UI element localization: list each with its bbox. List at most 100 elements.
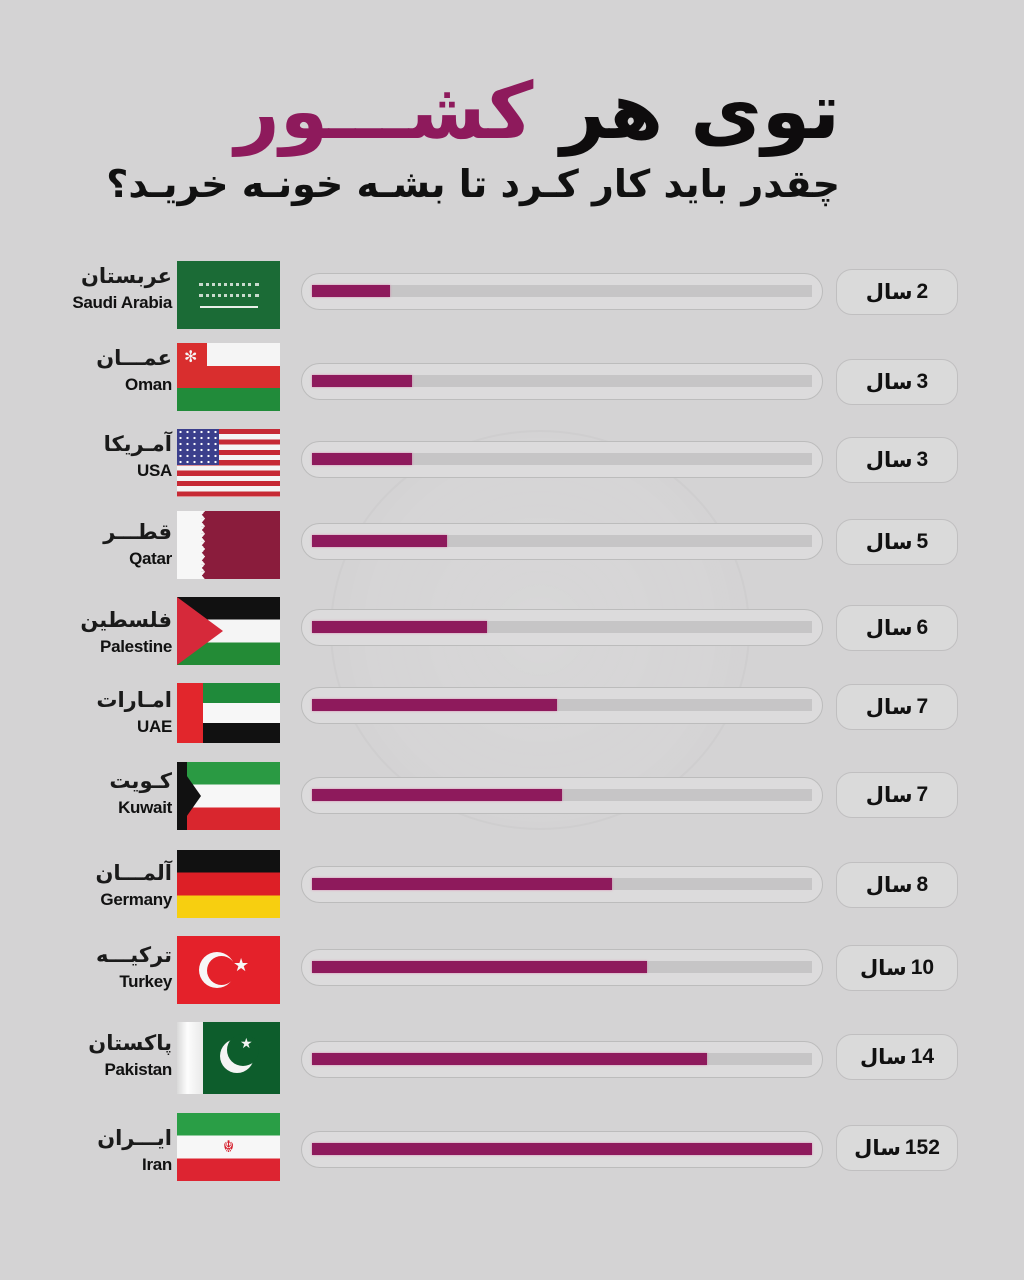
country-names: پاکستان Pakistan: [40, 1028, 172, 1082]
value-number: 3: [916, 370, 929, 393]
country-names: ترکیـــه Turkey: [40, 940, 172, 994]
value-unit: سال: [865, 695, 913, 719]
country-name-fa: امـارات: [96, 688, 172, 712]
chart-row-kuwait: کـویت Kuwait 7 سال: [0, 762, 1024, 832]
chart-row-qatar: قطـــر Qatar 5 سال: [0, 511, 1024, 581]
value-badge: 10 سال: [836, 945, 958, 991]
country-name-fa: ترکیـــه: [95, 943, 172, 967]
country-name-fa: پاکستان: [88, 1031, 172, 1055]
value-badge: 3 سال: [836, 359, 958, 405]
country-name-fa: قطـــر: [103, 520, 172, 544]
country-name-en: Iran: [142, 1155, 172, 1174]
chart-row-saudi-arabia: عربستان Saudi Arabia 2 سال: [0, 261, 1024, 331]
bar-fill: [312, 535, 447, 547]
value-badge: 3 سال: [836, 437, 958, 483]
country-names: ایـــران Iran: [40, 1123, 172, 1177]
palestine-flag-icon: [177, 597, 280, 665]
value-unit: سال: [865, 370, 913, 394]
chart-row-oman: عمـــان Oman ✻ 3 سال: [0, 343, 1024, 413]
value-unit: سال: [859, 1045, 907, 1069]
title-black-part: توی هر: [533, 67, 841, 157]
country-names: آلمـــان Germany: [40, 858, 172, 912]
country-name-en: Germany: [100, 890, 172, 909]
country-name-en: Palestine: [100, 637, 172, 656]
bar-track: [301, 949, 823, 986]
iran-flag-icon: ☬: [177, 1113, 280, 1181]
chart-row-pakistan: پاکستان Pakistan ★ 14 سال: [0, 1022, 1024, 1094]
uae-flag-icon: [177, 683, 280, 743]
country-name-en: Qatar: [129, 549, 172, 568]
country-name-fa: آمـریکا: [103, 432, 172, 456]
bar-track: [301, 609, 823, 646]
bar-fill: [312, 961, 647, 973]
qatar-flag-icon: [177, 511, 280, 579]
bar-track: [301, 687, 823, 724]
country-name-en: USA: [137, 461, 172, 480]
value-number: 5: [916, 530, 929, 553]
header: توی هر کشـــور چقدر باید کار کـرد تا بشـ…: [106, 62, 841, 210]
country-names: فلسطین Palestine: [40, 605, 172, 659]
country-names: آمـریکا USA: [40, 429, 173, 483]
country-name-fa: فلسطین: [80, 608, 172, 632]
usa-flag-icon: [177, 429, 280, 497]
value-unit: سال: [865, 530, 913, 554]
value-badge: 152 سال: [836, 1125, 958, 1171]
bar-fill: [312, 453, 412, 465]
chart-row-uae: امـارات UAE 7 سال: [0, 683, 1024, 753]
saudi-arabia-flag-icon: [177, 261, 280, 329]
value-unit: سال: [859, 956, 907, 980]
chart-row-iran: ایـــران Iran ☬ 152 سال: [0, 1113, 1024, 1183]
country-names: عمـــان Oman: [40, 343, 172, 397]
country-name-fa: آلمـــان: [95, 861, 172, 885]
bar-track: [301, 363, 823, 400]
country-names: قطـــر Qatar: [40, 517, 172, 571]
value-unit: سال: [865, 280, 913, 304]
value-number: 14: [910, 1045, 935, 1068]
turkey-flag-icon: ★: [177, 936, 280, 1004]
chart-row-palestine: فلسطین Palestine 6 سال: [0, 597, 1024, 667]
value-badge: 8 سال: [836, 862, 958, 908]
country-name-en: Oman: [125, 375, 172, 394]
value-number: 7: [916, 783, 929, 806]
chart-row-germany: آلمـــان Germany 8 سال: [0, 850, 1024, 920]
country-name-en: Turkey: [119, 972, 172, 991]
country-name-fa: ایـــران: [97, 1126, 172, 1150]
value-number: 152: [904, 1136, 940, 1159]
value-unit: سال: [854, 1136, 901, 1160]
value-badge: 6 سال: [836, 605, 958, 651]
bar-fill: [312, 878, 612, 890]
bar-track: [301, 273, 823, 310]
bar-track: [301, 777, 823, 814]
country-names: کـویت Kuwait: [40, 766, 172, 820]
germany-flag-icon: [177, 850, 280, 918]
bar-fill: [312, 621, 487, 633]
value-number: 2: [916, 280, 929, 303]
country-name-en: UAE: [137, 717, 172, 736]
bar-track: [301, 523, 823, 560]
chart-row-usa: آمـریکا USA 3 سال: [0, 429, 1024, 499]
page-subtitle: چقدر باید کار کـرد تا بشـه خونـه خریـد؟: [106, 162, 840, 206]
country-names: عربستان Saudi Arabia: [40, 261, 172, 315]
title-accent-part: کشـــور: [234, 67, 535, 157]
value-number: 6: [916, 616, 929, 639]
country-name-en: Pakistan: [104, 1060, 172, 1079]
value-unit: سال: [865, 616, 913, 640]
value-unit: سال: [865, 873, 913, 897]
value-number: 7: [916, 695, 929, 718]
country-name-fa: کـویت: [109, 769, 172, 793]
value-number: 10: [910, 956, 935, 979]
value-number: 8: [916, 873, 929, 896]
oman-flag-icon: ✻: [177, 343, 280, 411]
country-name-fa: عربستان: [80, 264, 172, 288]
country-name-fa: عمـــان: [96, 346, 172, 370]
bar-track: [301, 866, 823, 903]
value-badge: 5 سال: [836, 519, 958, 565]
kuwait-flag-icon: [177, 762, 280, 830]
country-name-en: Saudi Arabia: [72, 293, 172, 312]
value-badge: 7 سال: [836, 684, 958, 730]
value-unit: سال: [865, 783, 913, 807]
bar-fill: [312, 285, 390, 297]
bar-fill: [312, 375, 412, 387]
value-badge: 7 سال: [836, 772, 958, 818]
